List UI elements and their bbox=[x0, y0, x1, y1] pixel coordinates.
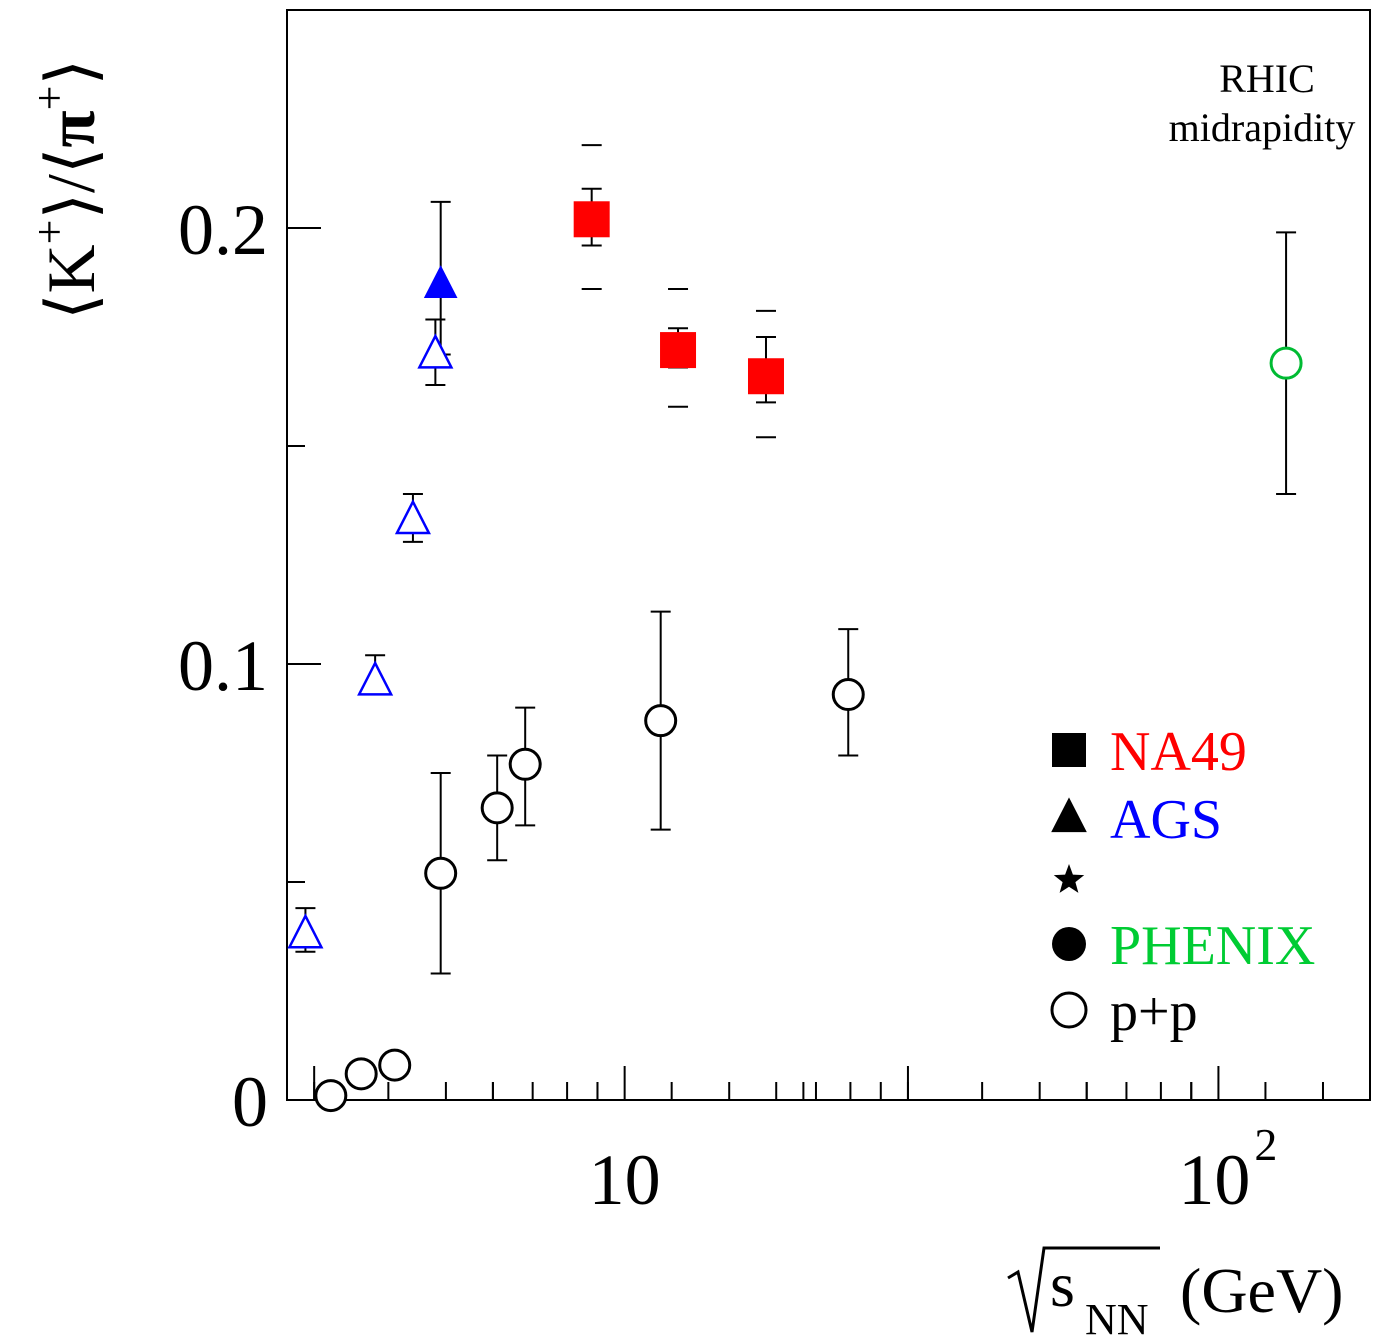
y-label-pi: π bbox=[33, 110, 109, 147]
y-tick-label: 0.2 bbox=[178, 190, 268, 270]
x-axis-label-sub: NN bbox=[1085, 1295, 1149, 1342]
y-tick-label: 0.1 bbox=[178, 626, 268, 706]
axes bbox=[287, 9, 1371, 1101]
marker-circle-open bbox=[480, 791, 514, 825]
y-label-sup-pi: + bbox=[25, 85, 74, 110]
x-tick-label: 10 bbox=[589, 1140, 661, 1220]
data-points bbox=[287, 144, 1303, 1113]
marker-circle bbox=[1052, 927, 1086, 961]
marker-square bbox=[1052, 733, 1086, 767]
marker-circle-open bbox=[1269, 346, 1303, 380]
marker-circle-open bbox=[508, 747, 542, 781]
x-axis-label-unit: (GeV) bbox=[1180, 1255, 1343, 1326]
marker-circle-open bbox=[831, 678, 865, 712]
x-tick-label: 10 bbox=[1178, 1140, 1250, 1220]
marker-circle-open bbox=[424, 856, 458, 890]
annotation-line1: RHIC bbox=[1219, 56, 1315, 101]
x-tick-label-exponent: 2 bbox=[1254, 1119, 1277, 1170]
plot-frame bbox=[286, 9, 1371, 1101]
sqrt-sign-icon bbox=[1007, 1246, 1160, 1333]
legend-label: p+p bbox=[1110, 981, 1198, 1043]
x-axis-label-s: s bbox=[1050, 1249, 1075, 1320]
marker-circle-open bbox=[644, 704, 678, 738]
y-axis-label: ⟨K+⟩/⟨π+⟩ bbox=[25, 59, 109, 320]
y-label-bracket: ⟨ bbox=[33, 293, 109, 320]
svg-text:⟨K+⟩/⟨π+⟩: ⟨K+⟩/⟨π+⟩ bbox=[25, 59, 109, 320]
x-axis-label: s NN (GeV) bbox=[1007, 1246, 1343, 1342]
legend-label: PHENIX bbox=[1110, 915, 1315, 977]
marker-circle-open bbox=[378, 1048, 412, 1082]
y-tick-label: 0 bbox=[232, 1062, 268, 1142]
marker-circle-open bbox=[1050, 991, 1088, 1029]
marker-triangle bbox=[287, 913, 324, 949]
annotation-line2: midrapidity bbox=[1169, 105, 1356, 150]
marker-circle-open bbox=[344, 1057, 378, 1091]
marker-square bbox=[660, 332, 697, 369]
tick-labels: 00.10.210 10 2 bbox=[178, 190, 1277, 1220]
marker-circle-open bbox=[314, 1079, 348, 1113]
marker-triangle bbox=[357, 660, 394, 696]
marker-triangle bbox=[423, 265, 458, 299]
marker-star bbox=[1053, 864, 1085, 893]
y-label-sup-k: + bbox=[25, 220, 74, 245]
marker-triangle bbox=[394, 498, 431, 535]
y-label-k: K bbox=[33, 244, 109, 293]
legend-label: NA49 bbox=[1110, 721, 1247, 783]
y-label-bracket: ⟩/⟨ bbox=[33, 148, 109, 220]
marker-triangle bbox=[1051, 797, 1087, 833]
y-label-bracket: ⟩ bbox=[33, 59, 109, 86]
marker-square bbox=[573, 201, 610, 238]
marker-square bbox=[747, 358, 784, 395]
marker-triangle bbox=[417, 333, 454, 369]
legend-label: AGS bbox=[1110, 789, 1222, 851]
